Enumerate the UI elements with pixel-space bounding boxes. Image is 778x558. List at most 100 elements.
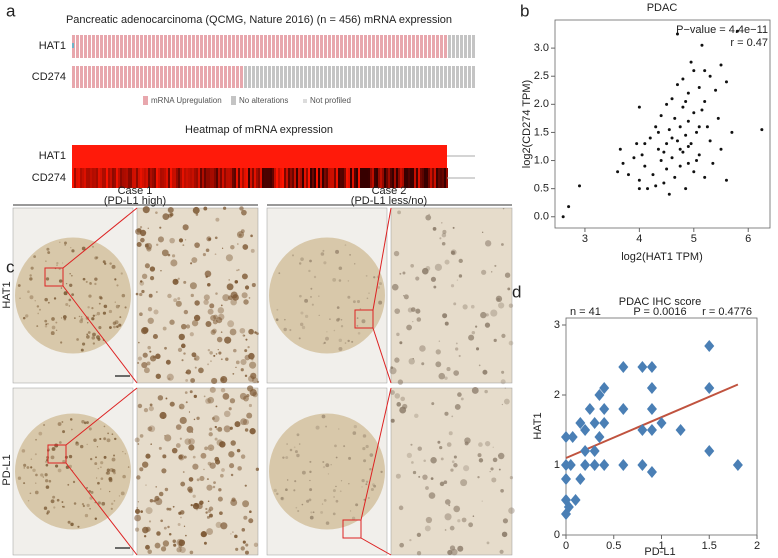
tissue-texture xyxy=(451,548,458,556)
tissue-texture xyxy=(225,254,233,262)
tissue-texture xyxy=(103,437,106,440)
heatmap-cell xyxy=(130,168,132,188)
tissue-texture xyxy=(53,297,57,300)
tissue-texture xyxy=(192,206,200,214)
tissue-texture xyxy=(80,317,84,321)
tissue-texture xyxy=(442,229,447,234)
tissue-texture xyxy=(94,462,98,466)
tissue-texture xyxy=(508,303,514,308)
point xyxy=(561,473,571,485)
tissue-texture xyxy=(300,257,304,261)
point xyxy=(662,150,666,154)
tissue-texture xyxy=(501,370,505,374)
zoom-line xyxy=(360,537,392,556)
heatmap-cell xyxy=(294,168,296,188)
tissue-texture xyxy=(406,452,412,458)
tissue-texture xyxy=(280,496,284,500)
point xyxy=(575,473,586,485)
tissue-texture xyxy=(298,443,301,445)
tissue-texture xyxy=(158,491,164,497)
tissue-texture xyxy=(84,513,89,518)
tissue-texture xyxy=(89,508,91,510)
tissue-texture xyxy=(340,325,344,328)
tissue-texture xyxy=(250,248,255,253)
oncoprint-cell xyxy=(112,66,115,88)
tissue-texture xyxy=(481,231,484,234)
tissue-texture xyxy=(399,272,402,275)
point xyxy=(643,164,647,168)
tissue-texture xyxy=(62,430,66,434)
point xyxy=(618,403,629,415)
heatmap-cell xyxy=(218,168,220,188)
point xyxy=(692,170,696,174)
tissue-texture xyxy=(141,289,145,294)
point xyxy=(599,403,610,415)
tissue-texture xyxy=(139,467,144,472)
tissue-texture xyxy=(85,280,88,283)
tissue-texture xyxy=(194,355,200,361)
point xyxy=(689,60,693,64)
heatmap-cell xyxy=(154,168,156,188)
tissue-texture xyxy=(45,323,48,326)
panel-label: a xyxy=(6,1,16,20)
tissue-texture xyxy=(425,486,429,490)
tissue-texture xyxy=(332,489,336,493)
tissue-texture xyxy=(299,294,302,298)
tissue-texture xyxy=(369,453,374,457)
tissue-texture xyxy=(237,466,242,471)
tissue-texture xyxy=(81,502,85,506)
oncoprint-cell xyxy=(288,66,291,88)
zoom-line xyxy=(65,462,138,556)
heatmap-cell xyxy=(84,168,86,188)
tissue-texture xyxy=(120,491,125,496)
tissue-texture xyxy=(207,500,210,503)
oncoprint-cell xyxy=(268,66,271,88)
tissue-texture xyxy=(135,292,139,296)
oncoprint-cell xyxy=(292,66,295,88)
tissue-texture xyxy=(446,442,452,447)
point xyxy=(697,125,701,129)
tissue-texture xyxy=(190,262,193,265)
tissue-texture xyxy=(46,247,50,251)
point xyxy=(665,102,669,106)
heatmap-cell xyxy=(432,168,434,188)
heatmap-cell xyxy=(206,168,208,188)
tissue-texture xyxy=(189,332,194,337)
tissue-texture xyxy=(230,244,235,250)
heatmap-cell xyxy=(260,168,262,188)
oncoprint-cell xyxy=(180,35,183,58)
tissue-texture xyxy=(402,403,408,410)
tissue-texture xyxy=(182,244,185,247)
point xyxy=(708,139,712,143)
tissue-texture xyxy=(194,242,200,248)
tissue-texture xyxy=(180,323,187,330)
oncoprint-cell xyxy=(284,35,287,58)
tissue-texture xyxy=(139,312,143,317)
tissue-texture xyxy=(222,206,227,210)
tissue-texture xyxy=(112,321,117,325)
heatmap-cell xyxy=(132,168,134,188)
point xyxy=(580,459,591,471)
tissue-texture xyxy=(468,522,474,528)
tissue-texture xyxy=(236,269,238,272)
tissue-texture xyxy=(215,405,218,408)
heatmap-cell xyxy=(120,168,122,188)
tissue-texture xyxy=(204,446,208,451)
heatmap-cell xyxy=(196,168,198,188)
oncoprint-cell xyxy=(180,66,183,88)
tissue-texture xyxy=(207,283,211,287)
point xyxy=(681,77,685,81)
tissue-texture xyxy=(304,314,309,319)
tissue-texture xyxy=(248,352,255,360)
heatmap-cell xyxy=(234,168,236,188)
heatmap-cell xyxy=(172,168,174,188)
tissue-texture xyxy=(210,314,217,321)
tissue-texture xyxy=(439,445,443,450)
heatmap-cell xyxy=(420,168,422,188)
tissue-texture xyxy=(472,515,475,517)
tissue-texture xyxy=(475,325,478,328)
tissue-texture xyxy=(410,443,413,446)
tissue-texture xyxy=(508,507,515,514)
oncoprint-cell xyxy=(452,35,455,58)
tissue-texture xyxy=(68,454,73,459)
